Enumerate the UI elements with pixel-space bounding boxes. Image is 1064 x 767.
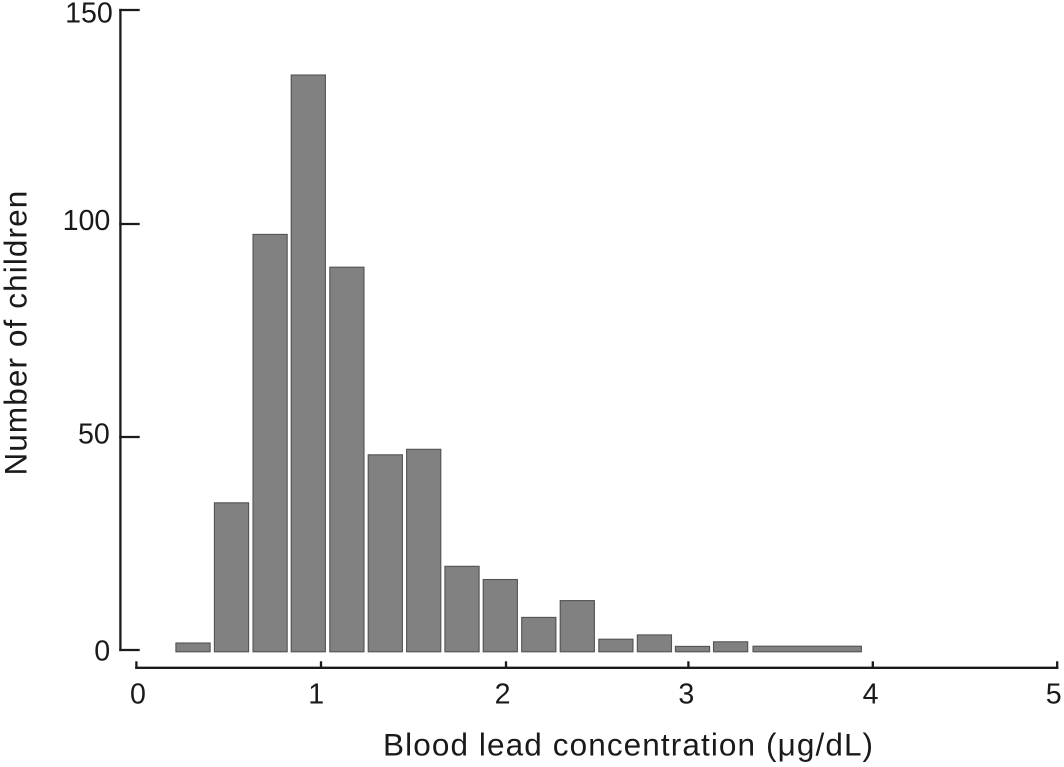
svg-text:5: 5 — [1046, 679, 1062, 711]
svg-text:4: 4 — [863, 679, 879, 711]
svg-text:50: 50 — [78, 419, 110, 451]
svg-text:0: 0 — [94, 636, 110, 668]
svg-text:2: 2 — [495, 679, 511, 711]
svg-text:3: 3 — [678, 679, 694, 711]
svg-text:Number of children: Number of children — [0, 190, 33, 476]
svg-text:100: 100 — [63, 205, 111, 237]
svg-text:1: 1 — [308, 679, 324, 711]
svg-text:0: 0 — [130, 679, 146, 711]
svg-text:150: 150 — [65, 0, 113, 29]
svg-text:Blood lead concentration (μg/d: Blood lead concentration (μg/dL) — [383, 727, 874, 763]
